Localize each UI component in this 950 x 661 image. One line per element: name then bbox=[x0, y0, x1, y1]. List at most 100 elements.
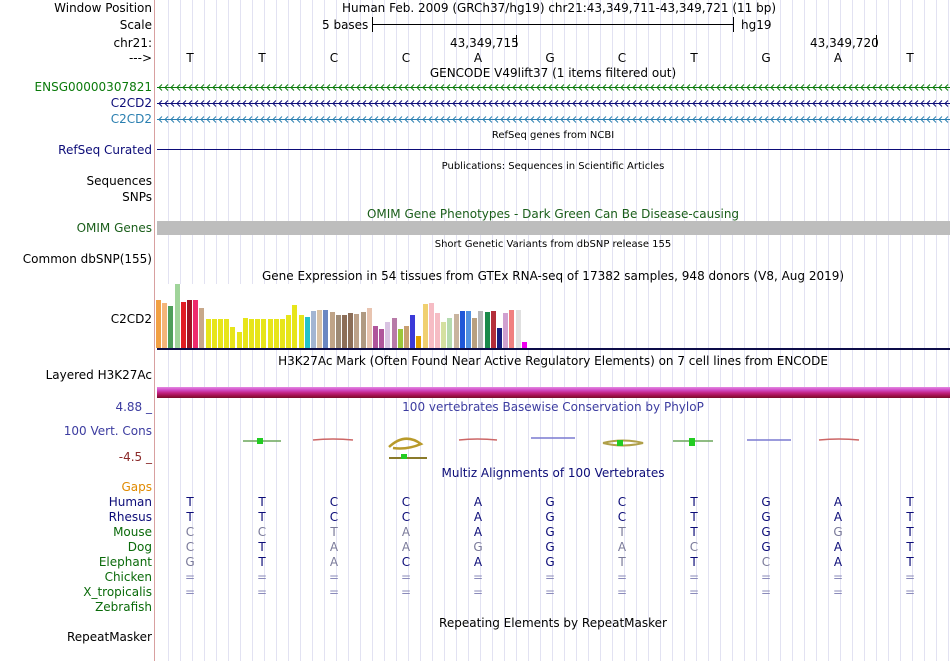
multiz-species-label[interactable]: Elephant bbox=[98, 555, 152, 569]
publications-snps-label[interactable]: SNPs bbox=[122, 190, 152, 204]
gtex-tissue-bar[interactable] bbox=[162, 303, 168, 348]
gtex-tissue-bar[interactable] bbox=[311, 311, 316, 348]
gtex-tissue-bar[interactable] bbox=[199, 308, 205, 348]
gtex-tissue-bar[interactable] bbox=[416, 336, 422, 348]
gtex-tissue-bar[interactable] bbox=[422, 304, 428, 348]
gtex-tissue-bar[interactable] bbox=[317, 310, 323, 348]
multiz-species-label[interactable]: Dog bbox=[127, 540, 152, 554]
multiz-species-label[interactable]: Human bbox=[108, 495, 152, 509]
scale-label[interactable]: Scale bbox=[119, 18, 152, 32]
gtex-tissue-bar[interactable] bbox=[335, 315, 341, 348]
gtex-tissue-bar[interactable] bbox=[236, 332, 242, 348]
gencode-gene-line[interactable] bbox=[157, 87, 950, 88]
gtex-tissue-bar[interactable] bbox=[218, 319, 223, 348]
multiz-species-label[interactable]: Zebrafish bbox=[95, 600, 152, 614]
multiz-species-label[interactable]: X_tropicalis bbox=[83, 585, 152, 599]
refseq-gene-line[interactable] bbox=[157, 149, 950, 150]
gtex-tissue-bar[interactable] bbox=[348, 313, 354, 348]
gtex-label[interactable]: C2CD2 bbox=[110, 312, 152, 326]
gtex-tissue-bar[interactable] bbox=[397, 329, 403, 348]
gtex-tissue-bar[interactable] bbox=[441, 322, 447, 348]
gtex-tissue-bar[interactable] bbox=[174, 284, 180, 348]
gtex-tissue-bar[interactable] bbox=[193, 300, 199, 348]
gtex-tissue-bar[interactable] bbox=[261, 319, 267, 348]
alignment-base: C bbox=[401, 495, 411, 509]
gtex-tissue-bar[interactable] bbox=[292, 305, 298, 348]
alignment-base: T bbox=[690, 510, 698, 524]
ruler-base: C bbox=[329, 51, 339, 65]
cons-label[interactable]: 100 Vert. Cons bbox=[63, 424, 152, 438]
gtex-tissue-bar[interactable] bbox=[224, 319, 230, 348]
gtex-tissue-bar[interactable] bbox=[329, 312, 335, 348]
cons-glyph-track[interactable] bbox=[157, 414, 950, 462]
gtex-tissue-bar[interactable] bbox=[168, 306, 174, 348]
alignment-base: C bbox=[401, 510, 411, 524]
gtex-tissue-bar[interactable] bbox=[410, 315, 416, 348]
alignment-base: T bbox=[906, 525, 914, 539]
gtex-tissue-bar[interactable] bbox=[354, 314, 360, 348]
chrom-label[interactable]: chr21: bbox=[113, 36, 152, 50]
gtex-tissue-bar[interactable] bbox=[342, 315, 347, 348]
gtex-tissue-bar[interactable] bbox=[521, 342, 527, 348]
gtex-tissue-bar[interactable] bbox=[379, 329, 385, 348]
refseq-label[interactable]: RefSeq Curated bbox=[58, 143, 152, 157]
gtex-tissue-bar[interactable] bbox=[298, 315, 304, 348]
multiz-gaps-label[interactable]: Gaps bbox=[121, 480, 152, 494]
gtex-tissue-bar[interactable] bbox=[515, 310, 521, 348]
gtex-tissue-bar[interactable] bbox=[180, 302, 186, 348]
gencode-gene-line[interactable] bbox=[157, 119, 950, 120]
gtex-tissue-bar[interactable] bbox=[497, 328, 502, 348]
gtex-tissue-bar[interactable] bbox=[304, 317, 310, 348]
gtex-tissue-bar[interactable] bbox=[273, 319, 279, 348]
gtex-tissue-bar[interactable] bbox=[428, 303, 434, 348]
gtex-tissue-bar[interactable] bbox=[255, 319, 261, 348]
gtex-tissue-bar[interactable] bbox=[472, 318, 478, 348]
gtex-tissue-bar[interactable] bbox=[366, 308, 372, 348]
gtex-tissue-bar[interactable] bbox=[490, 311, 496, 348]
gtex-tissue-bar[interactable] bbox=[280, 319, 285, 348]
dbsnp-title: Short Genetic Variants from dbSNP releas… bbox=[434, 239, 672, 250]
strand-label[interactable]: ---> bbox=[128, 51, 152, 65]
gencode-track-label-c2cd2[interactable]: C2CD2 bbox=[110, 96, 152, 110]
h3k27ac-signal-band[interactable] bbox=[157, 387, 950, 398]
gtex-tissue-bar[interactable] bbox=[509, 310, 515, 348]
alignment-base: = bbox=[328, 570, 340, 584]
gtex-tissue-bar[interactable] bbox=[187, 300, 192, 348]
gtex-tissue-bar[interactable] bbox=[267, 319, 273, 348]
gtex-tissue-bar[interactable] bbox=[391, 318, 397, 348]
gtex-tissue-bar[interactable] bbox=[503, 313, 509, 348]
gtex-tissue-bar[interactable] bbox=[478, 311, 484, 348]
omim-feature-bar[interactable] bbox=[157, 221, 950, 235]
gtex-tissue-bar[interactable] bbox=[211, 319, 217, 348]
multiz-species-label[interactable]: Rhesus bbox=[108, 510, 152, 524]
multiz-species-label[interactable]: Mouse bbox=[113, 525, 152, 539]
gtex-tissue-bar[interactable] bbox=[156, 300, 161, 348]
h3k27ac-label[interactable]: Layered H3K27Ac bbox=[45, 368, 152, 382]
gtex-tissue-bar[interactable] bbox=[286, 315, 292, 348]
gtex-tissue-bar[interactable] bbox=[435, 313, 440, 348]
gtex-tissue-bar[interactable] bbox=[242, 318, 248, 348]
multiz-species-label[interactable]: Chicken bbox=[104, 570, 152, 584]
gtex-tissue-bar[interactable] bbox=[373, 326, 378, 348]
gtex-tissue-bar[interactable] bbox=[466, 311, 471, 348]
gtex-tissue-bar[interactable] bbox=[323, 310, 329, 348]
gtex-tissue-bar[interactable] bbox=[447, 318, 453, 348]
alignment-base: A bbox=[329, 555, 339, 569]
gtex-tissue-bar[interactable] bbox=[404, 326, 409, 348]
omim-label[interactable]: OMIM Genes bbox=[76, 221, 152, 235]
gtex-tissue-bar[interactable] bbox=[205, 319, 211, 348]
gtex-tissue-bar[interactable] bbox=[360, 312, 366, 348]
gtex-tissue-bar[interactable] bbox=[453, 314, 459, 348]
repeatmasker-label[interactable]: RepeatMasker bbox=[66, 630, 152, 644]
gtex-tissue-bar[interactable] bbox=[230, 327, 236, 348]
gtex-tissue-bar[interactable] bbox=[484, 312, 490, 348]
publications-sequences-label[interactable]: Sequences bbox=[86, 174, 152, 188]
window-position-label[interactable]: Window Position bbox=[54, 1, 152, 15]
gencode-gene-line[interactable] bbox=[157, 103, 950, 104]
gtex-tissue-bar[interactable] bbox=[459, 311, 465, 348]
gtex-tissue-bar[interactable] bbox=[249, 319, 254, 348]
gtex-tissue-bar[interactable] bbox=[385, 322, 391, 348]
gencode-track-label-ensg[interactable]: ENSG00000307821 bbox=[34, 80, 152, 94]
dbsnp-label[interactable]: Common dbSNP(155) bbox=[22, 252, 152, 266]
gencode-track-label-c2cd2-alt[interactable]: C2CD2 bbox=[110, 112, 152, 126]
